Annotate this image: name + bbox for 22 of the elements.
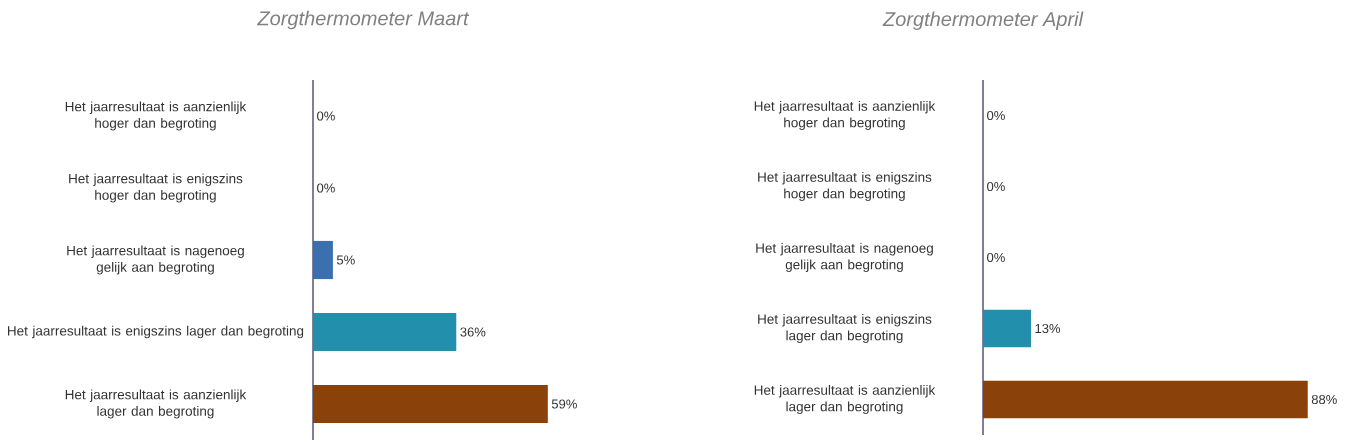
y-tick-label: Het jaarresultaat is enigszins lager dan begroting [758,313,932,344]
data-label: 88% [1311,394,1337,405]
data-label: 5% [336,255,355,265]
data-label: 0% [987,110,1005,121]
chart-title: Zorgthermometer April [882,11,1084,31]
chart-title: Zorgthermometer Maart [257,10,470,30]
data-label: 0% [987,181,1005,192]
y-tick-label: Het jaarresultaat is aanzienlijk hoger dan begroting [754,100,936,131]
y-tick-label: Het jaarresultaat is enigszins hoger dan begroting [758,171,932,202]
y-tick-label: Het jaarresultaat is aanzienlijk lager dan begroting [65,389,247,419]
y-tick-label: Het jaarresultaat is aanzienlijk hoger dan begroting [65,101,247,131]
data-label: 0% [987,252,1005,263]
y-tick-label: Het jaarresultaat is aanzienlijk lager dan begroting [754,384,936,415]
data-label: 36% [460,327,486,337]
data-label: 59% [551,399,577,409]
data-label: 13% [1035,323,1061,334]
data-label: 0% [317,111,335,121]
data-label: 0% [317,183,335,193]
y-tick-label: Het jaarresultaat is enigszins lager dan begroting [8,325,304,339]
y-tick-label: Het jaarresultaat is nagenoeg gelijk aan begroting [67,245,244,275]
y-tick-label: Het jaarresultaat is nagenoeg gelijk aan begroting [756,242,933,273]
y-tick-label: Het jaarresultaat is enigszins hoger dan begroting [69,173,243,203]
